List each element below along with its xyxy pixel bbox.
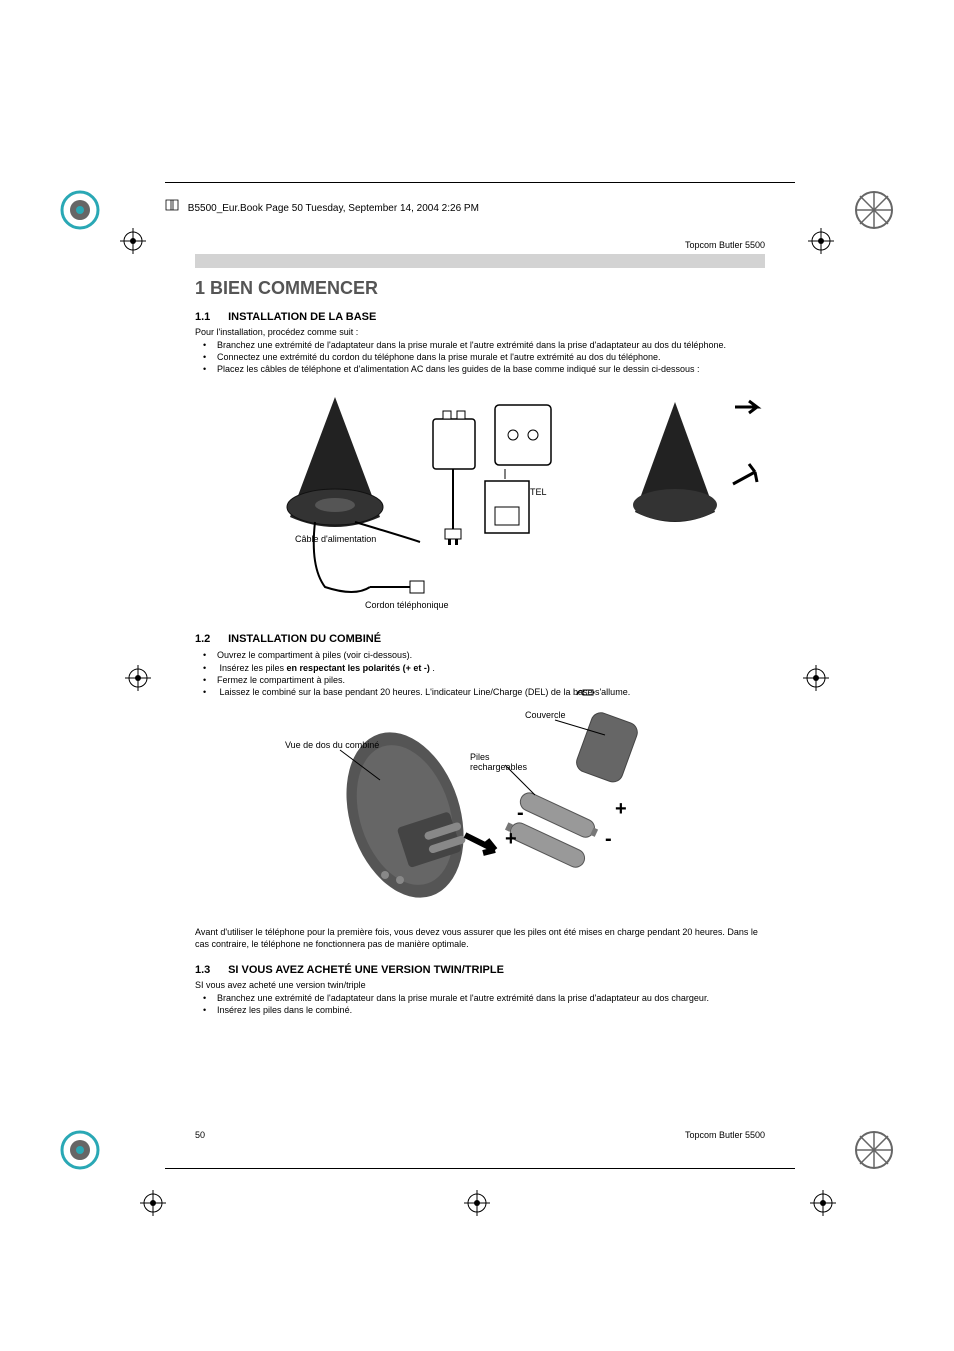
crop-mark (803, 665, 829, 691)
list-item: Ouvrez le compartiment à piles (voir ci-… (195, 649, 765, 661)
label-line: rechargeables (470, 762, 527, 772)
warning-text: Avant d'utiliser le téléphone pour la pr… (195, 926, 765, 950)
heading-number: 1.3 (195, 964, 225, 976)
figure-handset-batteries: Vue de dos du combiné Couvercle Piles re… (195, 710, 765, 910)
list-item: Laissez le combiné sur la base pendant 2… (195, 686, 765, 698)
heading-number: 1.2 (195, 633, 225, 645)
heading-text: SI VOUS AVEZ ACHETÉ UNE VERSION TWIN/TRI… (228, 964, 504, 976)
list-item: Insérez les piles dans le combiné. (195, 1004, 765, 1016)
running-header: Topcom Butler 5500 (195, 240, 765, 250)
header-meta-text: B5500_Eur.Book Page 50 Tuesday, Septembe… (188, 203, 479, 214)
list-item: Connectez une extrémité du cordon du tél… (195, 351, 765, 363)
fig2-label-backview: Vue de dos du combiné (285, 740, 379, 750)
fig2-label-batteries: Piles rechargeables (470, 752, 527, 772)
heading-1-2: 1.2 INSTALLATION DU COMBINÉ (195, 633, 765, 645)
section1-intro: Pour l'installation, procédez comme suit… (195, 327, 765, 337)
list-item-text: Laissez le combiné sur la base pendant 2… (220, 687, 631, 697)
list-item: Insérez les piles en respectant les pola… (195, 662, 765, 674)
section3-list: Branchez une extrémité de l'adaptateur d… (195, 992, 765, 1016)
fig1-label-tel: TEL (530, 487, 547, 497)
section3-intro: SI vous avez acheté une version twin/tri… (195, 980, 765, 990)
heading-1: 1 BIEN COMMENCER (195, 278, 765, 299)
print-rosette (60, 1130, 100, 1170)
heading-1-1: 1.1 INSTALLATION DE LA BASE (195, 311, 765, 323)
page-number: 50 (195, 1130, 205, 1140)
polarity-plus: + (615, 798, 627, 821)
crop-mark (120, 228, 146, 254)
label-line: Piles (470, 752, 490, 762)
heading-1-3: 1.3 SI VOUS AVEZ ACHETÉ UNE VERSION TWIN… (195, 964, 765, 976)
book-icon (165, 203, 182, 214)
charge-icon (575, 687, 595, 697)
framemaker-header: B5500_Eur.Book Page 50 Tuesday, Septembe… (165, 199, 479, 214)
header-bar (195, 254, 765, 268)
fig1-label-power: Câble d'alimentation (295, 534, 376, 544)
fig2-label-cover: Couvercle (525, 710, 566, 720)
page-bottom-rule (165, 1168, 795, 1169)
list-item: Branchez une extrémité de l'adaptateur d… (195, 992, 765, 1004)
polarity-plus: + (505, 828, 517, 851)
crop-mark (808, 228, 834, 254)
crop-mark (140, 1190, 166, 1216)
page-top-rule (165, 182, 795, 183)
print-rosette (60, 190, 100, 230)
polarity-minus: - (517, 802, 524, 825)
section2-list: Ouvrez le compartiment à piles (voir ci-… (195, 649, 765, 698)
figure-base-install: Câble d'alimentation TEL Cordon téléphon… (195, 387, 765, 617)
list-item-bold: en respectant les polarités (+ et -) (284, 663, 432, 673)
page-content: Topcom Butler 5500 1 BIEN COMMENCER 1.1 … (195, 240, 765, 1025)
fig1-label-phone-cord: Cordon téléphonique (365, 600, 449, 610)
list-item: Fermez le compartiment à piles. (195, 674, 765, 686)
section1-list: Branchez une extrémité de l'adaptateur d… (195, 339, 765, 375)
heading-number: 1.1 (195, 311, 225, 323)
crop-mark (464, 1190, 490, 1216)
page-footer: 50 Topcom Butler 5500 (195, 1130, 765, 1140)
heading-text: INSTALLATION DU COMBINÉ (228, 633, 381, 645)
list-item: Branchez une extrémité de l'adaptateur d… (195, 339, 765, 351)
crop-mark (125, 665, 151, 691)
heading-text: INSTALLATION DE LA BASE (228, 311, 376, 323)
list-item: Placez les câbles de téléphone et d'alim… (195, 363, 765, 375)
list-item-text: Insérez les piles (220, 663, 285, 673)
crop-mark (810, 1190, 836, 1216)
polarity-minus: - (605, 828, 612, 851)
footer-product: Topcom Butler 5500 (685, 1130, 765, 1140)
print-rosette (854, 190, 894, 230)
print-rosette (854, 1130, 894, 1170)
